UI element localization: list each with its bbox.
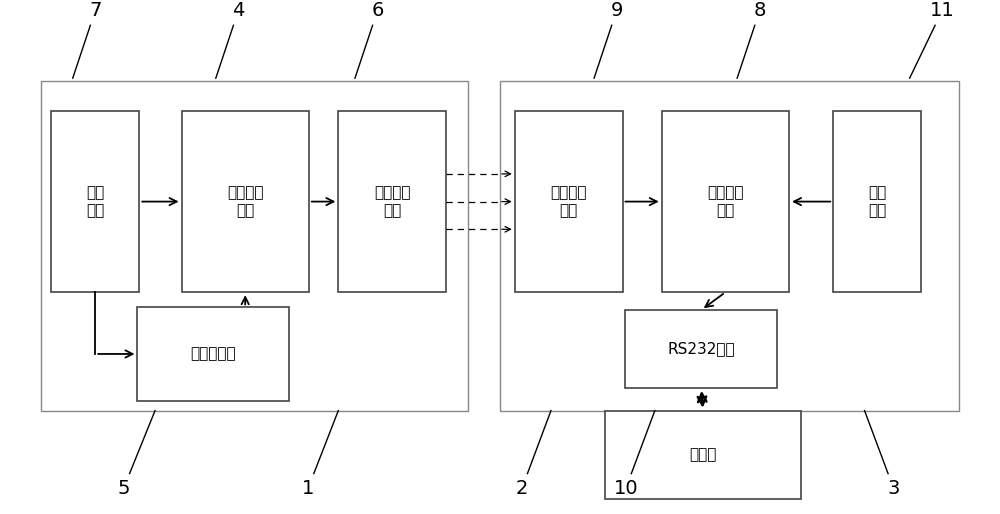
Bar: [182, 111, 309, 292]
Text: 第二微处
理器: 第二微处 理器: [707, 186, 744, 218]
Text: 2: 2: [516, 479, 528, 498]
Text: 1: 1: [302, 479, 314, 498]
Bar: [500, 81, 959, 411]
Bar: [605, 411, 801, 499]
Text: 3: 3: [887, 479, 900, 498]
Text: 计算机: 计算机: [689, 447, 717, 462]
Bar: [662, 111, 789, 292]
Text: 第一微处
理器: 第一微处 理器: [227, 186, 263, 218]
Text: 11: 11: [930, 1, 955, 20]
Text: 8: 8: [754, 1, 766, 20]
Bar: [515, 111, 622, 292]
Text: RS232串口: RS232串口: [668, 341, 735, 356]
Bar: [41, 81, 468, 411]
Text: 10: 10: [613, 479, 638, 498]
Text: 第二无线
射频: 第二无线 射频: [550, 186, 587, 218]
Text: 第二
电源: 第二 电源: [868, 186, 886, 218]
Bar: [833, 111, 921, 292]
Text: 惯性传感器: 惯性传感器: [191, 346, 236, 361]
Text: 5: 5: [117, 479, 130, 498]
Text: 7: 7: [89, 1, 102, 20]
Bar: [137, 307, 289, 400]
Text: 9: 9: [611, 1, 623, 20]
Bar: [51, 111, 139, 292]
Text: 6: 6: [371, 1, 384, 20]
Bar: [625, 310, 777, 388]
Bar: [338, 111, 446, 292]
Text: 第一无线
射频: 第一无线 射频: [374, 186, 410, 218]
Text: 第一
电源: 第一 电源: [86, 186, 104, 218]
Text: 4: 4: [232, 1, 245, 20]
